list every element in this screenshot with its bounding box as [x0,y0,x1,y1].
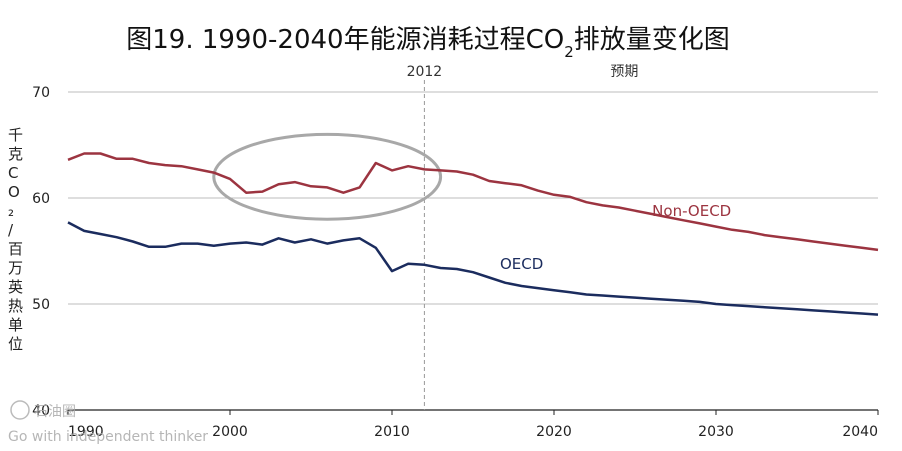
watermark-tagline: Go with independent thinker [8,429,208,445]
projection-marker: 2012 预期 [407,64,638,410]
y-tick-label-60: 60 [32,191,50,207]
chart-title: 图19. 1990-2040年能源消耗过程CO2排放量变化图 [126,25,730,61]
projection-forecast-label: 预期 [610,64,638,80]
highlight-ellipse [212,132,443,221]
x-tick-label-1990: 1990 [68,424,104,440]
watermark-brand: 石油圈 [34,404,76,420]
y-axis-label: 千克 C O ₂/百万英热单位 [8,126,23,353]
x-tick-label-2040: 2040 [842,424,878,440]
grid [68,91,878,411]
y-tick-label-40: 40 [32,403,50,419]
projection-year-label: 2012 [407,64,443,80]
series-line-non-oecd [67,152,879,252]
watermark-logo-icon [10,400,30,420]
x-tick-label-2010: 2010 [374,424,410,440]
x-tick-label-2000: 2000 [212,424,248,440]
watermark: 石油圈 Go with independent thinker [8,400,208,445]
x-axis: 1990 2000 2010 2020 2030 2040 [67,409,879,440]
y-axis-title: 千克 C O ₂/百万英热单位 [8,126,23,353]
x-tick-label-2030: 2030 [698,424,734,440]
y-tick-label-50: 50 [32,297,50,313]
y-axis: 40 50 60 70 [32,85,50,419]
series-label-non-oecd: Non-OECD [652,202,731,220]
x-tick-label-2020: 2020 [536,424,572,440]
y-tick-label-70: 70 [32,85,50,101]
series-layer: Non-OECD OECD [67,152,879,316]
series-label-oecd: OECD [500,255,543,273]
highlight-layer [212,132,443,221]
series-line-oecd [67,221,879,316]
